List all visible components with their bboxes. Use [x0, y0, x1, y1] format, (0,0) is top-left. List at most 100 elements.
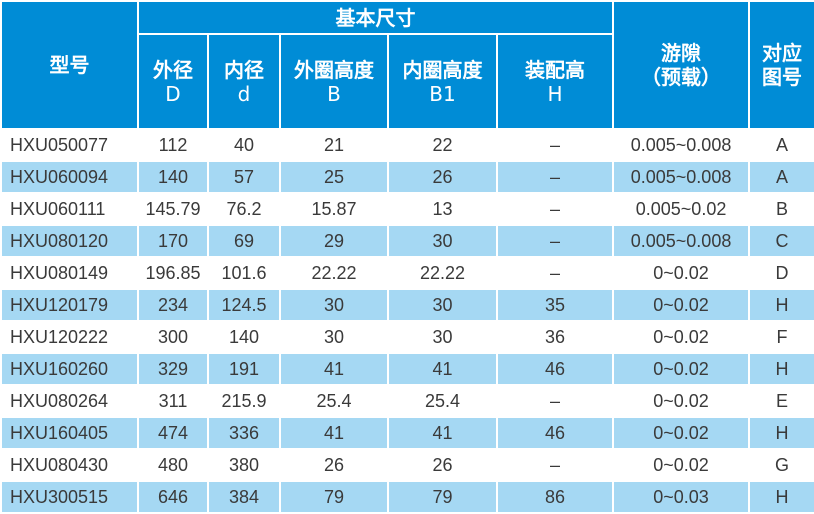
cell-model: HXU080149 [0, 256, 139, 290]
cell-inner-dia: 215.9 [207, 384, 281, 418]
cell-inner-ring-height: 22.22 [387, 256, 498, 290]
cell-inner-ring-height: 30 [387, 224, 498, 258]
cell-figure: D [748, 256, 814, 290]
cell-clearance: 0~0.02 [612, 384, 751, 418]
table-row: HXU120222 300 140 30 30 36 0~0.02 F [0, 320, 814, 354]
outer-dia-symbol: D [165, 81, 181, 106]
cell-inner-ring-height: 13 [387, 192, 498, 226]
cell-clearance: 0~0.02 [612, 448, 751, 482]
cell-assembly-height: 86 [495, 480, 615, 514]
table-row: HXU080149 196.85 101.6 22.22 22.22–0~0.02 D [0, 256, 814, 290]
cell-outer-ring-height: 15.87 [279, 192, 389, 226]
figure-label: 对应 [762, 41, 803, 65]
cell-inner-ring-height: 26 [387, 448, 498, 482]
assembly-height-label: 装配高 [525, 57, 586, 82]
header-assembly-height: 装配高 H [495, 33, 615, 130]
cell-model: HXU300515 [0, 480, 139, 514]
table-row: HXU120179 234 124.5 30 30 35 0~0.02 H [0, 288, 814, 322]
cell-figure: H [748, 480, 814, 514]
inner-ring-height-label: 内圈高度 [402, 57, 483, 82]
inner-dia-label: 内径 [224, 57, 264, 82]
cell-assembly-height: 35 [495, 288, 615, 322]
cell-figure: C [748, 224, 814, 258]
inner-dia-symbol: d [237, 81, 251, 106]
header-basic-dims: 基本尺寸 [136, 0, 615, 35]
cell-outer-dia: 646 [137, 480, 209, 514]
cell-inner-dia: 57 [207, 160, 281, 194]
cell-clearance: 0~0.02 [612, 352, 751, 386]
cell-model: HXU060111 [0, 192, 139, 226]
cell-figure: H [748, 416, 814, 450]
cell-model: HXU160260 [0, 352, 139, 386]
cell-inner-ring-height: 41 [387, 416, 498, 450]
clearance-label: 游隙 [661, 41, 702, 65]
cell-outer-ring-height: 29 [279, 224, 389, 258]
table-row: HXU080264 311 215.9 25.4 25.4–0~0.02 E [0, 384, 814, 418]
header-inner-dia: 内径 d [207, 33, 281, 130]
cell-figure: A [748, 160, 814, 194]
figure-sublabel: 图号 [762, 65, 803, 89]
cell-outer-ring-height: 26 [279, 448, 389, 482]
cell-inner-dia: 76.2 [207, 192, 281, 226]
cell-inner-dia: 191 [207, 352, 281, 386]
cell-outer-ring-height: 41 [279, 352, 389, 386]
cell-assembly-height: – [495, 160, 615, 194]
cell-clearance: 0.005~0.02 [612, 192, 751, 226]
header-outer-dia: 外径 D [137, 33, 209, 130]
cell-outer-dia: 112 [137, 128, 209, 162]
cell-outer-dia: 145.79 [137, 192, 209, 226]
table-row: HXU160260 329 191 41 41 46 0~0.02 H [0, 352, 814, 386]
cell-assembly-height: – [495, 384, 615, 418]
cell-assembly-height: 46 [495, 352, 615, 386]
cell-inner-ring-height: 26 [387, 160, 498, 194]
cell-outer-dia: 474 [137, 416, 209, 450]
cell-model: HXU050077 [0, 128, 139, 162]
cell-figure: B [748, 192, 814, 226]
cell-figure: F [748, 320, 814, 354]
cell-model: HXU080430 [0, 448, 139, 482]
cell-clearance: 0~0.02 [612, 416, 751, 450]
cell-outer-dia: 234 [137, 288, 209, 322]
cell-outer-dia: 480 [137, 448, 209, 482]
table-row: HXU080430 480 380 26 26–0~0.02 G [0, 448, 814, 482]
assembly-height-symbol: H [547, 81, 563, 106]
cell-clearance: 0~0.02 [612, 256, 751, 290]
cell-assembly-height: – [495, 256, 615, 290]
clearance-sublabel: （预载） [641, 65, 722, 89]
outer-ring-height-symbol: B [327, 81, 341, 106]
cell-inner-ring-height: 79 [387, 480, 498, 514]
header-clearance: 游隙 （预载） [612, 0, 751, 130]
cell-outer-ring-height: 25.4 [279, 384, 389, 418]
table-row: HXU050077 112 40 21 22–0.005~0.008 A [0, 128, 814, 162]
cell-outer-dia: 300 [137, 320, 209, 354]
cell-inner-ring-height: 25.4 [387, 384, 498, 418]
cell-figure: G [748, 448, 814, 482]
cell-figure: A [748, 128, 814, 162]
cell-figure: H [748, 288, 814, 322]
cell-inner-ring-height: 41 [387, 352, 498, 386]
cell-outer-ring-height: 30 [279, 320, 389, 354]
cell-model: HXU080264 [0, 384, 139, 418]
table-row: HXU300515 646 384 79 79 86 0~0.03 H [0, 480, 814, 514]
cell-inner-dia: 384 [207, 480, 281, 514]
cell-clearance: 0.005~0.008 [612, 128, 751, 162]
table-row: HXU080120 170 69 29 30–0.005~0.008 C [0, 224, 814, 258]
table-row: HXU060094 140 57 25 26–0.005~0.008 A [0, 160, 814, 194]
cell-inner-dia: 69 [207, 224, 281, 258]
cell-inner-dia: 101.6 [207, 256, 281, 290]
cell-model: HXU120179 [0, 288, 139, 322]
cell-clearance: 0.005~0.008 [612, 224, 751, 258]
cell-assembly-height: 46 [495, 416, 615, 450]
cell-figure: E [748, 384, 814, 418]
cell-inner-dia: 380 [207, 448, 281, 482]
cell-outer-dia: 140 [137, 160, 209, 194]
cell-assembly-height: – [495, 224, 615, 258]
table-row: HXU160405 474 336 41 41 46 0~0.02 H [0, 416, 814, 450]
cell-clearance: 0~0.02 [612, 320, 751, 354]
header-outer-ring-height: 外圈高度 B [279, 33, 389, 130]
cell-outer-ring-height: 79 [279, 480, 389, 514]
cell-clearance: 0~0.02 [612, 288, 751, 322]
header-figure: 对应 图号 [748, 0, 814, 130]
cell-model: HXU120222 [0, 320, 139, 354]
outer-dia-label: 外径 [153, 57, 193, 82]
